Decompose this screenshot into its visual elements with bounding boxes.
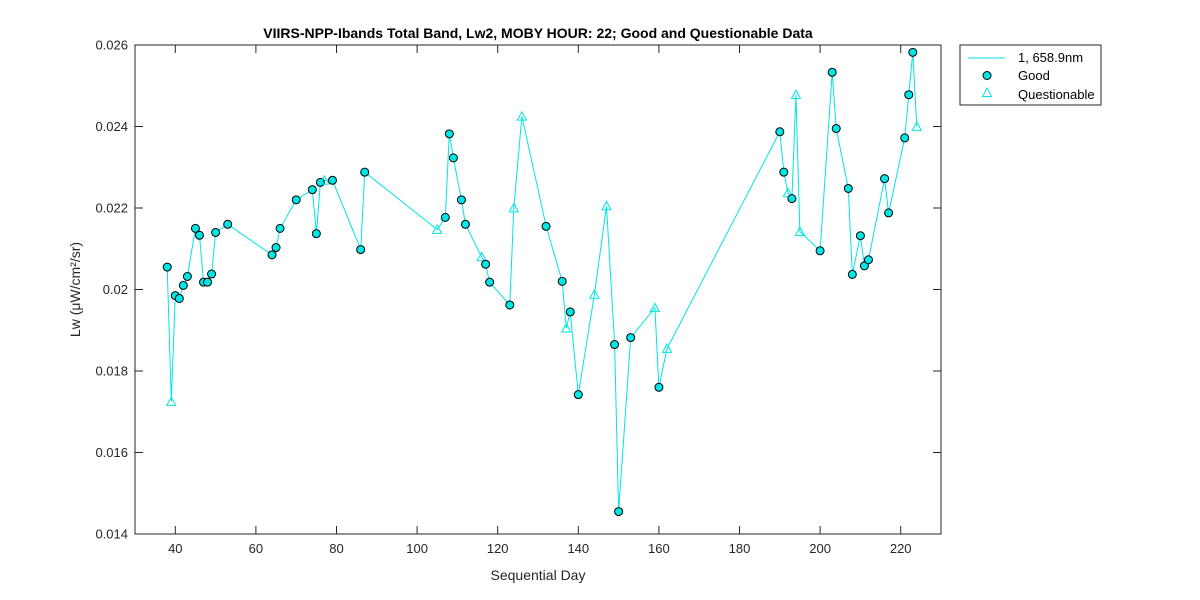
good-data-point: [565, 307, 575, 317]
questionable-data-point: [165, 396, 177, 406]
questionable-data-point: [431, 224, 443, 234]
good-data-point: [360, 167, 370, 177]
y-tick-label: 0.016: [95, 445, 128, 460]
legend-entry-good: Good: [1018, 68, 1050, 83]
series-line-layer: [166, 52, 918, 512]
good-data-point: [831, 124, 841, 134]
chart-title: VIIRS-NPP-Ibands Total Band, Lw2, MOBY H…: [263, 25, 813, 41]
y-tick-label: 0.026: [95, 38, 128, 53]
good-data-point: [859, 261, 869, 271]
questionable-data-point: [319, 174, 330, 185]
good-data-point: [485, 277, 495, 287]
y-axis-label: Lw (μW/cm²/sr): [67, 242, 83, 337]
good-data-point: [162, 262, 172, 272]
questionable-data-point: [911, 120, 923, 131]
good-data-point: [223, 219, 233, 229]
good-data-point: [573, 390, 583, 400]
y-tick-label: 0.018: [95, 364, 128, 379]
good-data-point: [291, 195, 301, 205]
questionable-data-point: [661, 343, 673, 353]
x-tick-label: 200: [809, 541, 831, 556]
plot-area: [135, 45, 941, 534]
questionable-data-point: [589, 288, 600, 299]
legend-questionable-marker: [981, 86, 993, 97]
good-data-point: [203, 277, 213, 287]
good-data-point: [440, 212, 450, 222]
good-data-point: [900, 133, 910, 143]
questionable-data-point: [794, 226, 806, 236]
questionable-data-point: [516, 110, 528, 121]
y-axis: 0.014 0.016 0.018 0.02 0.022 0.024 0.026: [95, 38, 941, 542]
questionable-data-point: [476, 251, 487, 262]
y-tick-label: 0.02: [103, 282, 128, 297]
good-data-point: [884, 208, 894, 218]
legend-good-marker: [982, 71, 992, 80]
good-data-point: [207, 269, 217, 279]
good-data-point: [327, 175, 337, 185]
good-data-point: [880, 174, 890, 184]
good-data-point: [271, 243, 281, 253]
good-data-point: [775, 127, 785, 137]
questionable-data-point: [601, 200, 612, 211]
good-data-point: [307, 185, 317, 195]
good-data-point: [855, 231, 865, 241]
good-data-point: [456, 195, 466, 205]
series-line: [166, 52, 918, 512]
good-data-point: [190, 223, 200, 233]
good-data-point: [460, 219, 470, 229]
good-data-point: [614, 507, 624, 517]
good-data-point: [541, 221, 551, 231]
good-data-point: [211, 227, 221, 237]
questionable-data-point: [790, 89, 802, 100]
good-data-point: [178, 280, 188, 290]
good-data-point: [610, 340, 620, 350]
x-tick-label: 60: [249, 541, 263, 556]
good-data-point: [904, 90, 914, 100]
good-data-point: [356, 245, 366, 255]
good-data-point: [194, 230, 204, 240]
legend-entry-line: 1, 658.9nm: [1018, 50, 1083, 65]
good-data-point: [863, 255, 873, 265]
y-tick-label: 0.024: [95, 119, 128, 134]
x-tick-label: 180: [729, 541, 751, 556]
legend: 1, 658.9nm Good Questionable: [959, 44, 1102, 106]
x-tick-label: 120: [487, 541, 509, 556]
good-data-point: [779, 167, 789, 177]
good-data-point: [174, 293, 184, 303]
good-data-point: [275, 223, 285, 233]
good-data-point: [505, 300, 515, 310]
good-data-point: [654, 382, 664, 392]
questionable-data-point: [508, 202, 520, 213]
good-data-point: [815, 246, 825, 256]
good-data-point: [182, 271, 192, 281]
good-data-point: [444, 129, 454, 139]
x-axis: 40 60 80 100 120 140 160 180 200 220: [168, 45, 912, 556]
questionable-data-point: [649, 302, 661, 313]
x-tick-label: 100: [406, 541, 428, 556]
good-data-point: [908, 47, 918, 57]
good-data-point: [787, 194, 797, 204]
x-tick-label: 220: [890, 541, 912, 556]
good-data-point: [267, 250, 277, 260]
good-data-point: [847, 269, 857, 279]
good-data-point: [481, 259, 491, 269]
y-tick-label: 0.014: [95, 527, 128, 542]
good-data-point: [448, 153, 458, 163]
questionable-data-point: [560, 322, 572, 333]
good-data-point: [827, 67, 837, 77]
x-axis-label: Sequential Day: [491, 567, 586, 583]
y-tick-label: 0.022: [95, 201, 128, 216]
x-tick-label: 160: [648, 541, 670, 556]
x-tick-label: 140: [567, 541, 589, 556]
good-data-point: [843, 183, 853, 193]
x-tick-label: 80: [329, 541, 343, 556]
legend-entry-questionable: Questionable: [1018, 87, 1095, 102]
marker-layer: [162, 47, 923, 517]
x-tick-label: 40: [168, 541, 182, 556]
good-data-point: [626, 333, 636, 343]
good-data-point: [311, 229, 321, 239]
good-data-point: [557, 276, 567, 286]
